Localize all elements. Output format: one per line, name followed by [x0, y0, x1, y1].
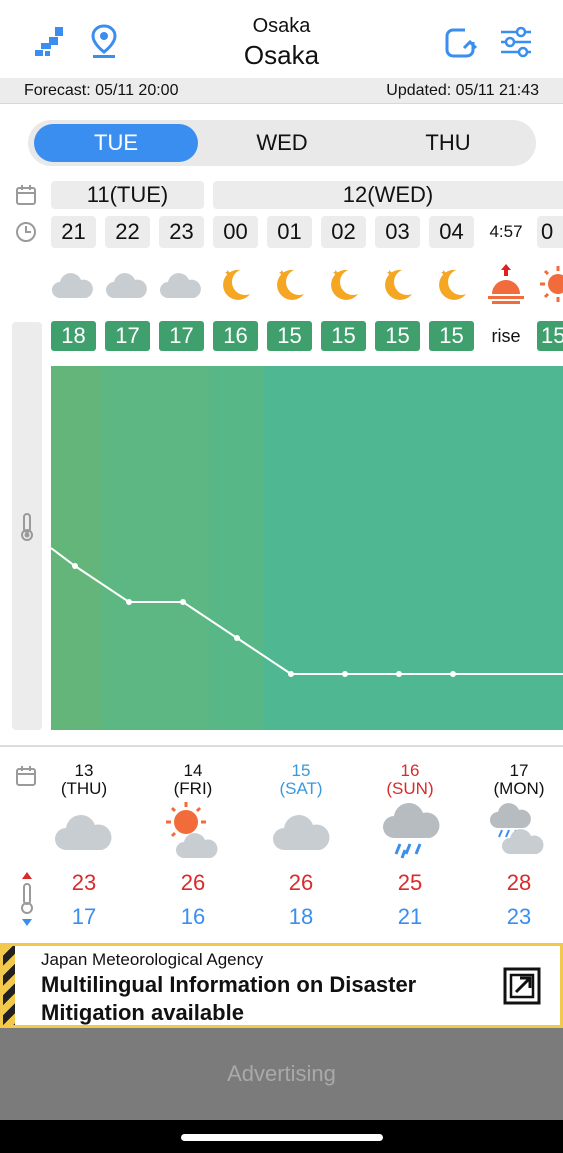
svg-text:✦: ✦: [386, 269, 394, 279]
low-temp: 23: [506, 904, 532, 929]
tab-wed[interactable]: WED: [256, 130, 308, 155]
hour-cell: 02: [321, 216, 366, 248]
location-subtitle: Osaka: [252, 15, 311, 37]
home-indicator[interactable]: [181, 1134, 383, 1141]
location-title: Osaka: [243, 40, 320, 70]
day-label-mon[interactable]: 17 (MON): [493, 761, 545, 798]
low-temp: 16: [180, 904, 206, 929]
moon-icon: ✦: [210, 262, 260, 308]
rain-icon: [378, 800, 448, 862]
section-divider: [0, 745, 563, 747]
forecast-time: Forecast: 05/11 20:00: [24, 82, 179, 99]
cloud-icon: [50, 800, 120, 862]
hour-cell: 03: [375, 216, 420, 248]
day-label-fri[interactable]: 14 (FRI): [173, 761, 213, 798]
moon-icon: ✦: [264, 262, 314, 308]
sun-cloud-icon: [160, 800, 230, 862]
high-temp: 25: [397, 870, 423, 895]
clock-icon: [14, 220, 38, 244]
refresh-icon[interactable]: [441, 22, 481, 62]
hour-cell: 22: [105, 216, 150, 248]
temp-cell: 17: [105, 321, 150, 351]
temperature-point: [234, 635, 240, 641]
calendar-icon: [14, 764, 38, 788]
svg-text:✦: ✦: [224, 269, 232, 279]
high-temp: 26: [180, 870, 206, 895]
high-temp: 23: [71, 870, 97, 895]
high-temp: 28: [506, 870, 532, 895]
high-temp: 26: [288, 870, 314, 895]
banner-agency: Japan Meteorological Agency: [41, 950, 264, 969]
japan-map-icon[interactable]: [30, 22, 70, 62]
header: Osaka Osaka: [0, 0, 563, 78]
svg-text:✦: ✦: [440, 269, 448, 279]
temperature-point: [396, 671, 402, 677]
moon-icon: ✦: [426, 262, 476, 308]
sunrise-time: 4:57: [489, 222, 523, 241]
day-label-thu[interactable]: 13 (THU): [60, 761, 108, 798]
hour-cell: 01: [267, 216, 312, 248]
home-indicator-area: [0, 1120, 563, 1153]
high-low-thermometer-icon: [16, 870, 38, 933]
temperature-point: [72, 563, 78, 569]
temp-cell: 15: [375, 321, 420, 351]
rain-cloud-icon: [486, 800, 556, 862]
advertising-area[interactable]: Advertising: [0, 1028, 563, 1120]
temperature-point: [288, 671, 294, 677]
temp-cell: 18: [51, 321, 96, 351]
temp-cell: 17: [159, 321, 204, 351]
temp-cell: 15: [537, 321, 563, 351]
settings-sliders-icon[interactable]: [496, 22, 536, 62]
sunrise-label: rise: [491, 325, 521, 346]
moon-icon: ✦: [318, 262, 368, 308]
temp-cell: 15: [321, 321, 366, 351]
day-label-sat[interactable]: 15 (SAT): [279, 761, 323, 798]
temp-cell: 15: [429, 321, 474, 351]
svg-text:✦: ✦: [278, 269, 286, 279]
hour-cell: 0: [537, 216, 563, 248]
cloud-icon: [268, 800, 338, 862]
cloud-icon: [48, 262, 98, 308]
thermometer-icon: [18, 512, 36, 547]
hour-cell: 04: [429, 216, 474, 248]
hour-cell: 00: [213, 216, 258, 248]
tab-tue[interactable]: TUE: [34, 124, 198, 162]
temperature-point: [126, 599, 132, 605]
temperature-point: [342, 671, 348, 677]
cloud-icon: [156, 262, 206, 308]
location-pin-icon[interactable]: [84, 22, 124, 62]
moon-icon: ✦: [372, 262, 422, 308]
temp-cell: 15: [267, 321, 312, 351]
svg-text:✦: ✦: [332, 269, 340, 279]
day-label-sun[interactable]: 16 (SUN): [386, 761, 434, 798]
hour-cell: 21: [51, 216, 96, 248]
low-temp: 18: [288, 904, 314, 929]
temp-cell: 16: [213, 321, 258, 351]
updated-time: Updated: 05/11 21:43: [386, 82, 539, 99]
day-tabs: TUE WED THU: [28, 120, 536, 166]
cloud-icon: [102, 262, 152, 308]
calendar-icon: [14, 183, 38, 207]
disaster-info-banner[interactable]: Japan Meteorological Agency Multilingual…: [0, 943, 563, 1028]
temperature-graph: [51, 366, 563, 730]
hour-cell: 23: [159, 216, 204, 248]
temperature-point: [180, 599, 186, 605]
forecast-info-bar: Forecast: 05/11 20:00 Updated: 05/11 21:…: [0, 78, 563, 104]
tab-thu[interactable]: THU: [425, 130, 471, 155]
date-header-tue: 11(TUE): [51, 181, 204, 209]
temperature-point: [450, 671, 456, 677]
date-header-wed: 12(WED): [213, 181, 563, 209]
thermometer-column: [12, 322, 42, 730]
sun-icon: [536, 262, 563, 308]
hazard-stripes: [3, 946, 15, 1025]
external-link-icon[interactable]: [502, 966, 542, 1006]
sunrise-icon: [480, 262, 530, 308]
temperature-line: [51, 547, 563, 675]
low-temp: 17: [71, 904, 97, 929]
low-temp: 21: [397, 904, 423, 929]
banner-message: Multilingual Information on Disaster Mit…: [41, 972, 417, 1025]
